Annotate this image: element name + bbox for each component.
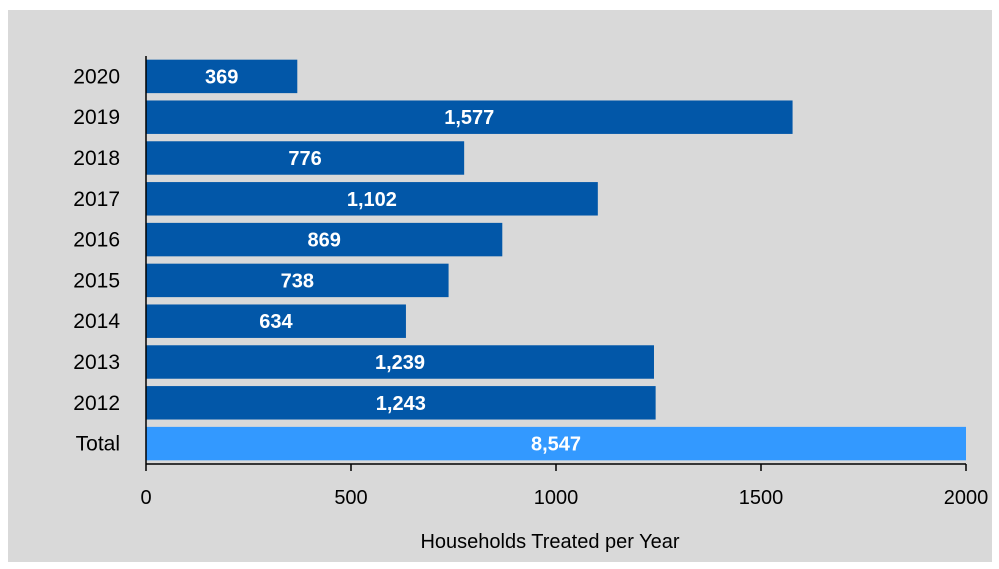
bar-2014 [146,304,406,338]
households-bar-chart: 2020 369 2019 1,577 2018 776 2017 1,102 2016 869 2… [73,56,988,553]
data-label-2016: 869 [307,230,340,252]
data-label-2013: 1,239 [375,352,425,374]
category-label-2017: 2017 [73,188,120,211]
bar-2017 [146,182,598,216]
category-label-2020: 2020 [73,65,120,88]
category-label-2016: 2016 [73,229,120,252]
category-label-2012: 2012 [73,392,120,415]
x-tick-label-1000: 1000 [534,487,579,509]
bar-2015 [146,263,449,298]
category-label-total: Total [76,433,120,456]
data-label-total: 8,547 [531,434,581,456]
bar-2019 [146,100,793,134]
x-tick-label-500: 500 [334,487,367,509]
category-label-2018: 2018 [73,147,120,170]
category-label-2014: 2014 [73,310,120,333]
data-label-2019: 1,577 [444,107,494,129]
data-label-2014: 634 [259,311,293,333]
data-label-2012: 1,243 [376,393,426,415]
ticks-layer: 0 500 1000 1500 2000 [140,464,988,509]
bar-2016 [146,222,503,257]
bar-2020 [146,59,298,94]
x-tick-label-2000: 2000 [944,487,989,509]
x-tick-label-1500: 1500 [739,487,784,509]
data-label-2018: 776 [288,148,321,170]
x-axis-title: Households Treated per Year [420,531,679,553]
category-label-2013: 2013 [73,351,120,374]
bar-2018 [146,141,465,175]
x-tick-label-0: 0 [140,487,151,509]
category-label-2019: 2019 [73,106,120,129]
bar-2013 [146,345,654,379]
data-label-2017: 1,102 [347,189,397,211]
bar-total [146,426,966,461]
bars-layer [146,59,966,461]
data-label-2020: 369 [205,66,238,88]
bar-2012 [146,386,656,420]
labels-layer: 2020 369 2019 1,577 2018 776 2017 1,102 2016 869 2… [73,65,581,455]
chart-panel: 2020 369 2019 1,577 2018 776 2017 1,102 2016 869 2… [8,10,992,562]
category-label-2015: 2015 [73,269,120,292]
data-label-2015: 738 [281,270,314,292]
